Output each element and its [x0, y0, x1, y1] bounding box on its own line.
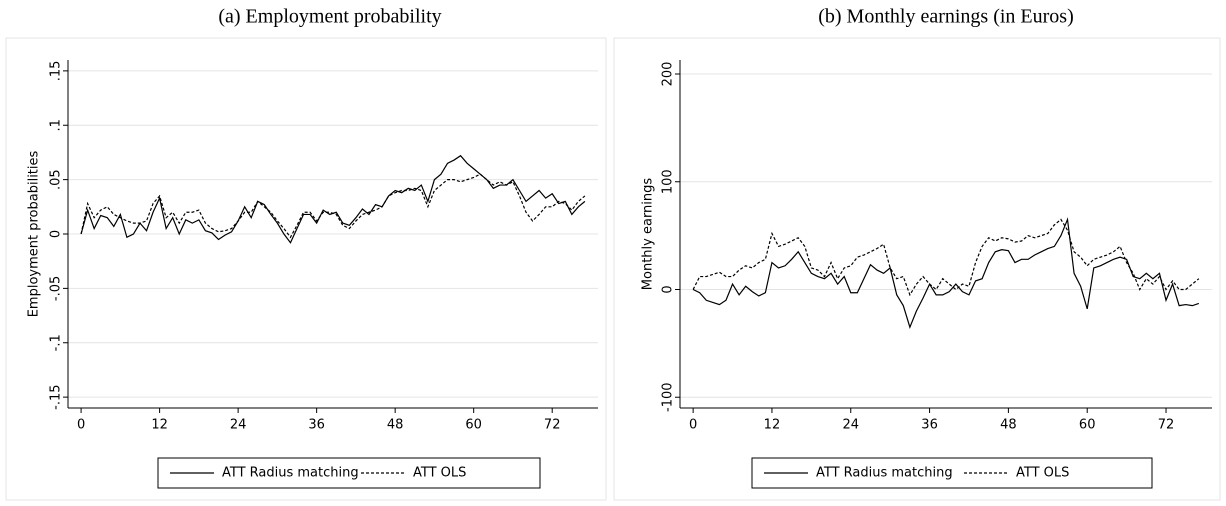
x-tick-label: 0 — [689, 418, 697, 433]
panel-frame — [5, 37, 607, 501]
y-axis-label: Monthly earnings — [641, 178, 656, 291]
y-tick-label: -100 — [661, 382, 676, 412]
y-axis-label: Employment probabilities — [27, 150, 42, 317]
y-tick-label: -.05 — [49, 276, 64, 301]
line-series — [692, 218, 1200, 297]
legend-label: ATT OLS — [413, 466, 466, 481]
x-tick-label: 48 — [1000, 418, 1017, 433]
x-tick-label: 24 — [230, 418, 247, 433]
x-tick-label: 60 — [465, 418, 482, 433]
y-tick-label: -.1 — [49, 334, 64, 351]
y-tick-label: .15 — [49, 61, 64, 82]
x-tick-label: 36 — [921, 418, 938, 433]
x-tick-label: 72 — [544, 418, 561, 433]
legend-box — [751, 457, 1153, 489]
y-tick-label: 0 — [49, 230, 64, 238]
legend-label: ATT OLS — [1016, 466, 1069, 481]
chart-title: (a) Employment probability — [218, 6, 441, 28]
x-tick-label: 0 — [77, 418, 85, 433]
x-tick-label: 48 — [387, 418, 404, 433]
y-tick-label: 100 — [661, 169, 676, 194]
y-tick-label: 0 — [661, 285, 676, 293]
panel-frame — [613, 37, 1221, 501]
legend-label: ATT Radius matching — [816, 466, 953, 481]
legend-label: ATT Radius matching — [222, 466, 359, 481]
legend-box — [157, 457, 541, 489]
line-series — [80, 173, 586, 239]
y-tick-label: -.15 — [49, 384, 64, 409]
chart-title: (b) Monthly earnings (in Euros) — [818, 6, 1074, 28]
y-tick-label: .1 — [49, 119, 64, 131]
y-tick-label: 200 — [661, 62, 676, 87]
plot-area — [680, 60, 1212, 408]
x-tick-label: 24 — [842, 418, 859, 433]
y-tick-label: .05 — [49, 169, 64, 190]
x-tick-label: 12 — [764, 418, 781, 433]
x-tick-label: 12 — [151, 418, 168, 433]
x-tick-label: 60 — [1079, 418, 1096, 433]
x-tick-label: 36 — [308, 418, 325, 433]
x-tick-label: 72 — [1158, 418, 1175, 433]
line-series — [692, 217, 1200, 329]
